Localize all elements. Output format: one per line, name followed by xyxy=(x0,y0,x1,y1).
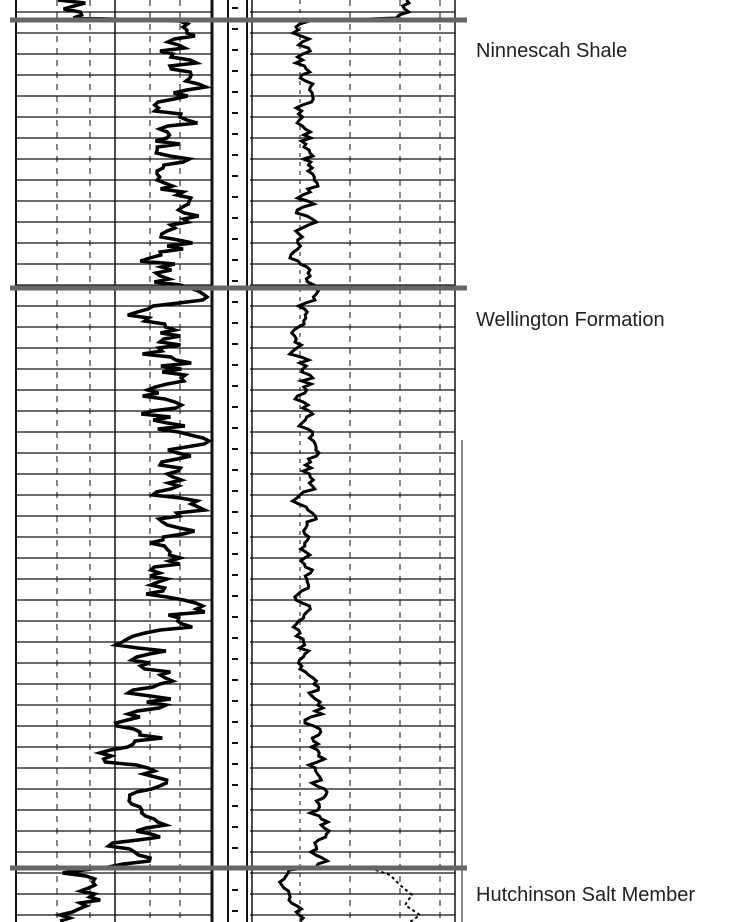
formation-label: Hutchinson Salt Member xyxy=(476,884,695,906)
formation-label: Ninnescah Shale xyxy=(476,40,628,62)
salt-curve xyxy=(369,867,422,922)
formation-label: Wellington Formation xyxy=(476,309,665,331)
resistivity-curve xyxy=(277,0,413,922)
gamma-ray-curve xyxy=(53,0,213,922)
